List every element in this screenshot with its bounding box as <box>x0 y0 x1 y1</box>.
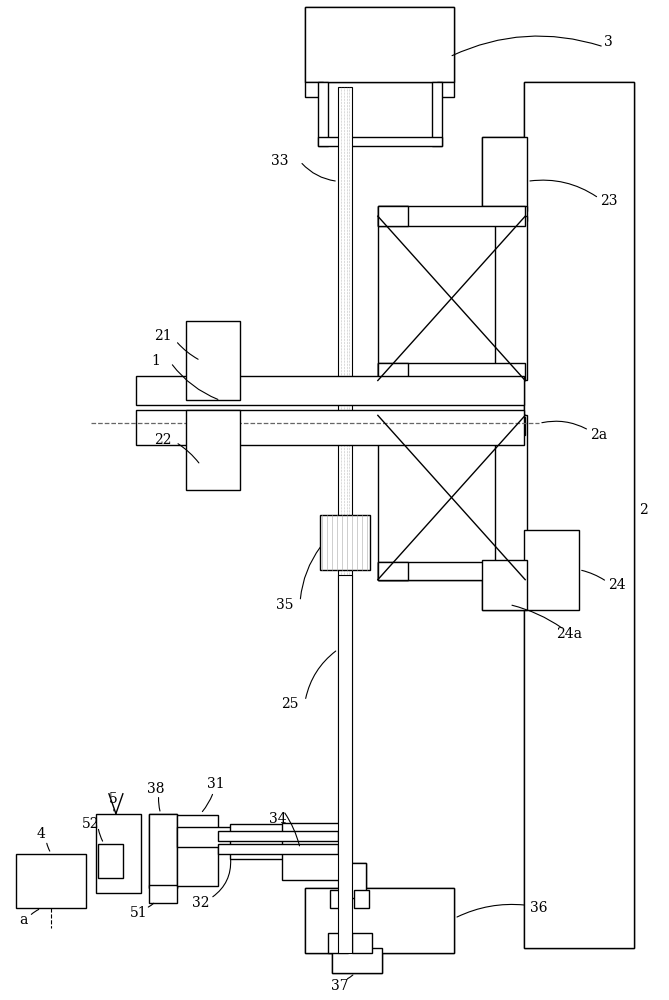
Bar <box>305 888 454 953</box>
Bar <box>230 824 305 859</box>
Bar <box>495 216 527 380</box>
Bar <box>98 844 123 878</box>
Text: 24a: 24a <box>556 627 582 641</box>
Bar <box>482 137 527 211</box>
Bar <box>136 410 524 445</box>
Bar <box>378 415 525 580</box>
Bar <box>378 206 407 226</box>
Text: 23: 23 <box>600 194 617 208</box>
Bar <box>338 87 352 953</box>
Bar <box>348 863 366 898</box>
Bar <box>378 417 525 435</box>
Text: 33: 33 <box>272 154 289 168</box>
Bar <box>330 890 350 908</box>
Bar <box>149 885 177 903</box>
Bar <box>177 815 219 886</box>
Text: 1: 1 <box>151 354 160 368</box>
Bar <box>495 415 527 580</box>
Bar <box>320 515 370 570</box>
Text: 24: 24 <box>608 578 626 592</box>
Bar <box>378 363 525 380</box>
Bar <box>524 530 579 610</box>
Bar <box>378 562 407 580</box>
Text: 4: 4 <box>37 827 45 841</box>
Bar <box>524 82 634 948</box>
Bar <box>16 854 86 908</box>
Bar <box>524 530 579 610</box>
Text: 3: 3 <box>605 35 613 49</box>
Bar <box>149 814 177 888</box>
Bar <box>378 562 525 580</box>
Bar <box>185 321 240 400</box>
Bar <box>482 560 527 610</box>
Bar <box>378 206 525 226</box>
Bar <box>482 560 527 610</box>
Bar <box>378 562 407 580</box>
Bar <box>282 823 347 880</box>
Bar <box>524 82 634 948</box>
Text: 5: 5 <box>108 792 117 806</box>
Bar <box>136 376 524 405</box>
Bar <box>149 814 177 888</box>
Text: 36: 36 <box>531 901 548 915</box>
Bar <box>437 82 454 97</box>
Bar <box>378 206 407 226</box>
Bar <box>378 363 407 380</box>
Bar <box>332 948 382 973</box>
Bar <box>185 410 240 490</box>
Bar <box>495 415 527 580</box>
Text: 2: 2 <box>640 503 648 517</box>
Bar <box>432 82 442 146</box>
Bar <box>328 933 348 953</box>
Text: 32: 32 <box>192 896 209 910</box>
Bar <box>482 137 527 211</box>
Text: 21: 21 <box>154 329 171 343</box>
Text: 22: 22 <box>154 433 171 447</box>
Text: 31: 31 <box>207 777 224 791</box>
Bar <box>305 7 454 82</box>
Bar <box>332 948 382 973</box>
Bar <box>318 137 442 146</box>
Bar <box>305 82 323 97</box>
Bar <box>305 888 454 953</box>
Text: 37: 37 <box>331 979 349 993</box>
Bar <box>378 363 407 380</box>
Text: 35: 35 <box>276 598 294 612</box>
Bar <box>338 575 352 953</box>
Text: 25: 25 <box>282 697 299 711</box>
Bar <box>177 827 306 847</box>
Bar <box>378 417 407 435</box>
Bar <box>318 82 328 146</box>
Bar <box>482 206 527 221</box>
Bar <box>352 933 372 953</box>
Bar <box>354 890 369 908</box>
Bar <box>348 863 366 898</box>
Bar <box>378 417 407 435</box>
Text: 2a: 2a <box>590 428 607 442</box>
Bar <box>495 216 527 380</box>
Text: 38: 38 <box>147 782 165 796</box>
Text: 52: 52 <box>82 817 100 831</box>
Bar <box>219 844 338 854</box>
Text: a: a <box>19 913 27 927</box>
Text: 34: 34 <box>270 812 287 826</box>
Bar <box>96 814 140 893</box>
Text: 51: 51 <box>130 906 148 920</box>
Bar <box>219 831 338 841</box>
Bar <box>305 7 454 82</box>
Bar <box>378 216 525 380</box>
